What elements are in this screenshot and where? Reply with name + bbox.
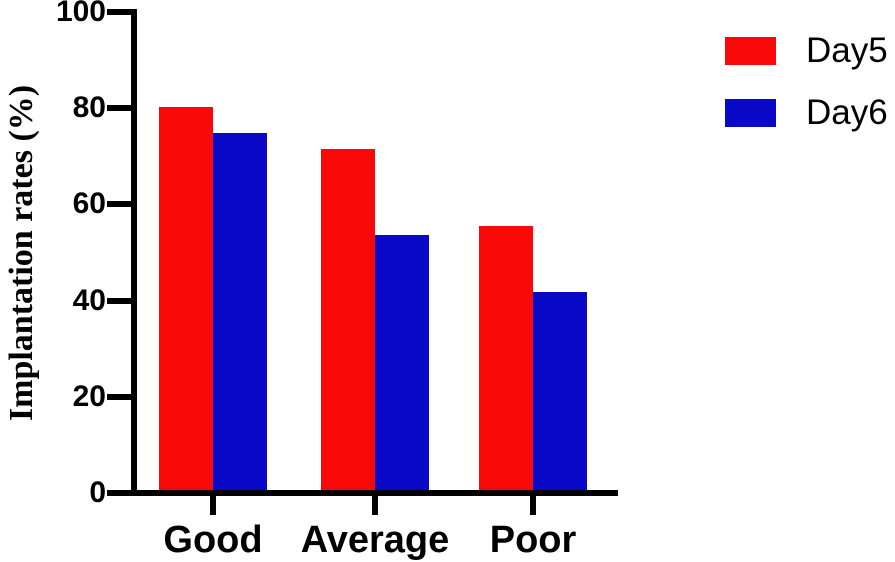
y-tick-label: 40 [72, 283, 106, 317]
x-axis-line [131, 490, 618, 496]
x-axis-tick [210, 496, 216, 515]
bar-day6-good [213, 133, 267, 490]
legend-label-day6: Day6 [806, 93, 888, 132]
y-tick-label: 20 [72, 379, 106, 413]
x-category-label-poor: Poor [489, 519, 577, 561]
y-axis-tick [107, 393, 131, 400]
y-axis-tick [107, 490, 131, 496]
y-tick-label: 0 [89, 476, 106, 509]
legend-swatch-day5 [725, 36, 776, 65]
x-axis-tick [372, 496, 378, 515]
y-axis-tick [107, 9, 131, 15]
y-axis-line [131, 9, 137, 496]
bar-day5-average [321, 149, 375, 490]
x-category-label-good: Good [163, 519, 263, 561]
bar-day5-good [159, 106, 213, 490]
y-tick-label: 60 [72, 187, 106, 221]
y-axis-tick [107, 105, 131, 112]
legend-entry-day5: Day5 [725, 33, 888, 68]
y-tick-label: 100 [55, 0, 106, 28]
y-tick-label: 80 [72, 91, 106, 125]
bar-day6-poor [533, 291, 587, 490]
bar-day5-poor [479, 225, 533, 490]
legend-swatch-day6 [725, 98, 776, 127]
y-axis-tick [107, 297, 131, 304]
legend-label-day5: Day5 [806, 31, 888, 70]
x-category-label-average: Average [300, 519, 450, 561]
y-axis-tick [107, 201, 131, 208]
bar-day6-average [375, 234, 429, 490]
legend-entry-day6: Day6 [725, 95, 888, 130]
x-axis-tick [530, 496, 536, 515]
